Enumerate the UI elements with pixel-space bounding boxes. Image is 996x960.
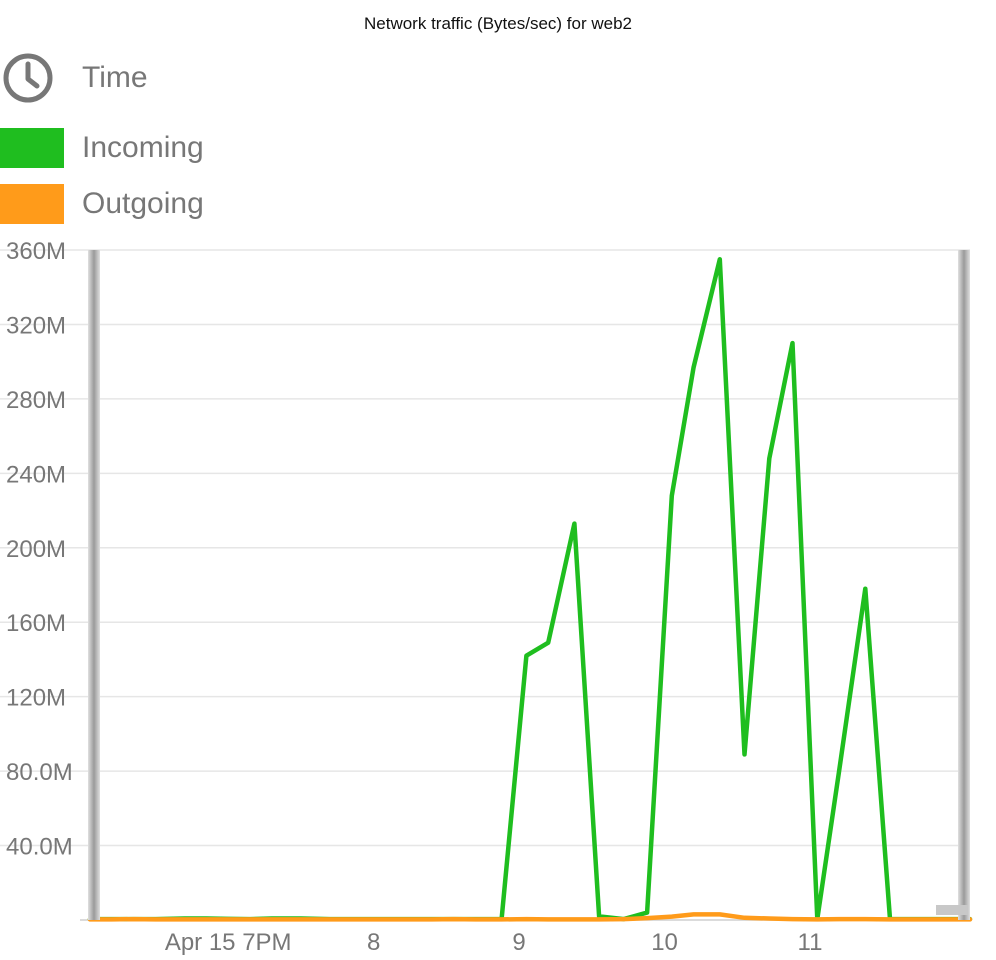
y-tick-label: 280M	[6, 387, 66, 414]
y-tick-label: 80.0M	[6, 759, 73, 786]
legend-swatch-outgoing	[0, 184, 64, 224]
series-line-outgoing	[87, 912, 973, 922]
legend-label-incoming: Incoming	[82, 131, 204, 164]
legend-item-incoming[interactable]: Incoming	[0, 126, 204, 170]
x-tick-label: Apr 15 7PM	[165, 929, 292, 956]
x-tick-label: 11	[798, 929, 823, 956]
legend-swatch-incoming	[0, 128, 64, 168]
y-tick-label: 320M	[6, 312, 66, 339]
legend-item-outgoing[interactable]: Outgoing	[0, 182, 204, 226]
clock-icon	[0, 50, 64, 106]
x-tick-label: 9	[512, 929, 525, 956]
chart-title: Network traffic (Bytes/sec) for web2	[364, 14, 632, 33]
y-tick-label: 200M	[6, 536, 66, 563]
y-tick-label: 120M	[6, 685, 66, 712]
x-tick-label: 8	[367, 929, 380, 956]
y-tick-label: 360M	[6, 238, 66, 265]
scroll-thumb[interactable]	[936, 905, 968, 915]
legend-label-outgoing: Outgoing	[82, 187, 204, 220]
range-handle-right[interactable]	[958, 250, 970, 920]
y-tick-label: 40.0M	[6, 834, 73, 861]
y-tick-label: 240M	[6, 461, 66, 488]
y-tick-label: 160M	[6, 610, 66, 637]
range-handle-left[interactable]	[88, 250, 100, 920]
legend-time-label: Time	[82, 61, 148, 94]
series-line-incoming	[87, 257, 973, 922]
legend-time: Time	[0, 53, 148, 103]
x-tick-label: 10	[651, 929, 678, 956]
